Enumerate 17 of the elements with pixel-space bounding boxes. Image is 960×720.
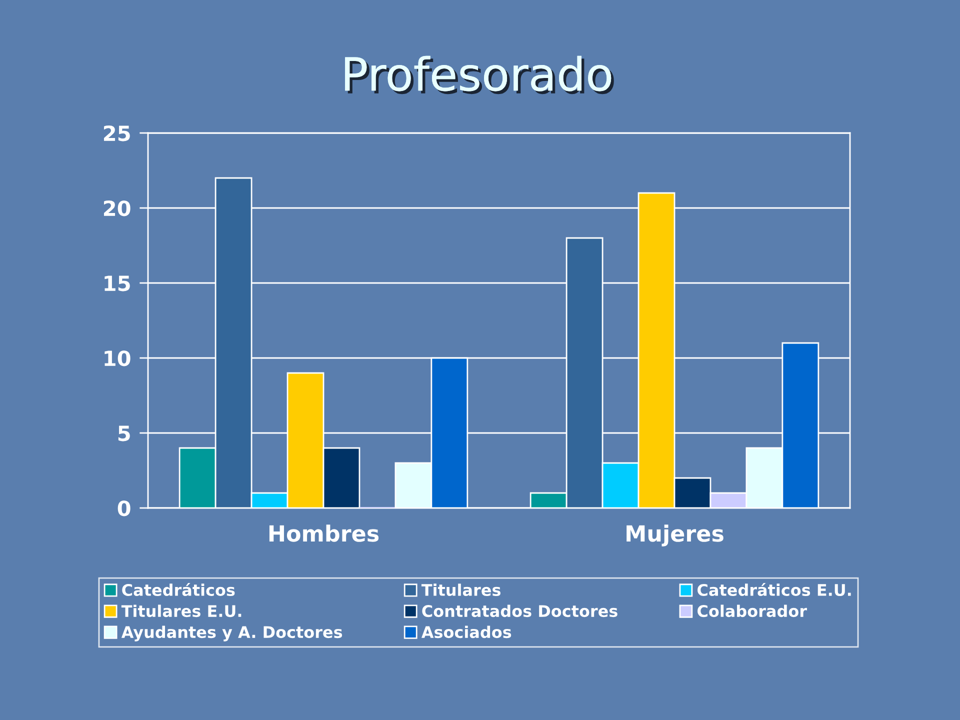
legend-label: Catedráticos E.U. [698,583,851,596]
x-tick-label: Mujeres [626,524,724,546]
y-tick-label: 10 [104,350,130,366]
legend-label: Ayudantes y A. Doctores [121,626,342,642]
x-tick-label: Hombres [269,524,379,542]
chart-title: Profesorado [345,56,614,94]
y-tick-label: 20 [104,200,130,216]
y-tick-label: 5 [118,426,130,442]
legend-label: Colaborador [698,604,807,618]
legend-label: Titulares [421,584,500,596]
legend-label: Asociados [421,626,512,638]
y-tick-label: 25 [104,125,130,142]
legend-label: Titulares E.U. [121,604,242,618]
y-tick-label: 15 [104,276,130,292]
legend-label: Catedráticos [122,583,235,596]
y-tick-label: 0 [118,500,130,516]
legend-label: Contratados Doctores [422,604,618,618]
